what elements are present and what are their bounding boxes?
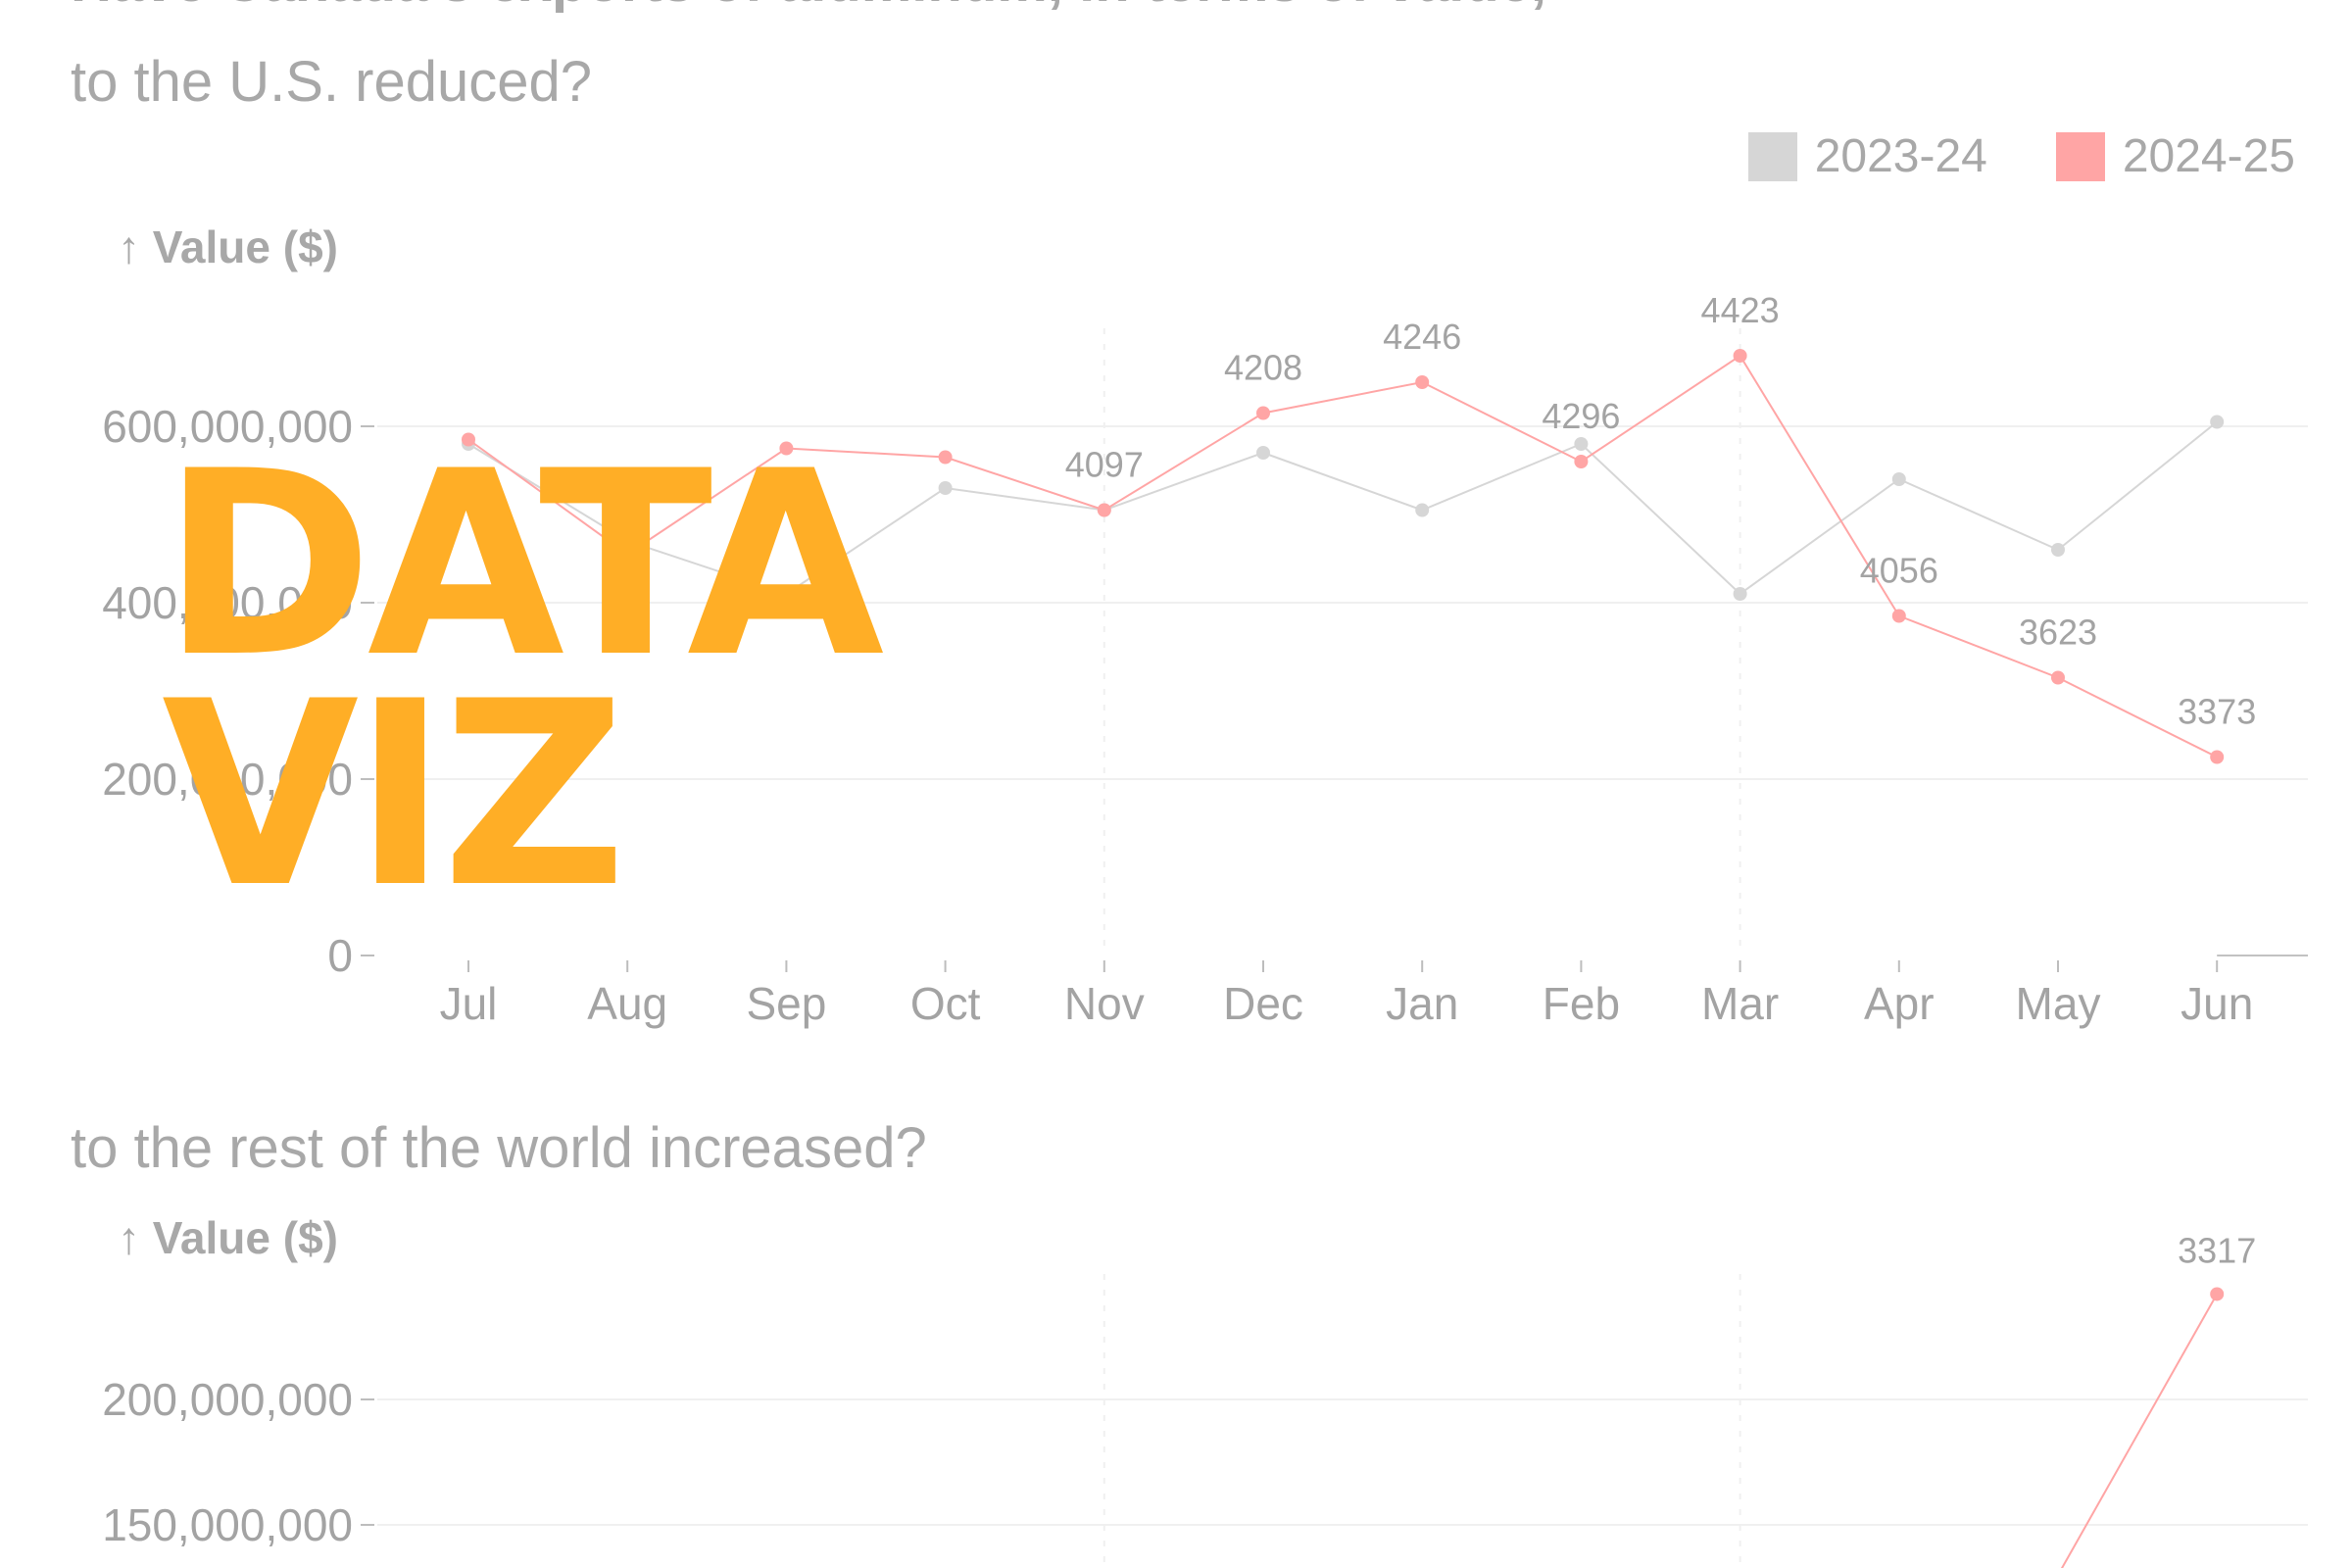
y-axis-label-world: ↑ Value ($) (118, 1212, 338, 1263)
y-tick-label: 600,000,000 (102, 401, 353, 452)
data-point (620, 534, 635, 548)
x-tick-label: Nov (1064, 978, 1145, 1029)
data-point (2051, 670, 2065, 685)
x-tick-label: Apr (1864, 978, 1935, 1029)
data-label: 4097 (1065, 445, 1144, 485)
data-label: 3623 (2019, 612, 2097, 653)
data-point (1415, 503, 1430, 517)
data-label: 4296 (1542, 396, 1620, 436)
x-tick-label: Jan (1386, 978, 1458, 1029)
chart-subtitle-us: to the U.S. reduced? (71, 50, 592, 114)
data-point (2051, 543, 2065, 557)
data-point (1574, 437, 1589, 451)
chart-legend: 2023-24 2024-25 (1747, 129, 2295, 183)
data-point (2210, 750, 2225, 764)
data-point (620, 547, 635, 562)
data-point (779, 587, 794, 601)
watermark-line-2: VIZ (162, 648, 626, 944)
data-point (938, 481, 953, 495)
data-label: 3373 (2178, 692, 2256, 732)
data-label: 4423 (1701, 290, 1780, 330)
legend-swatch-2023-24 (1747, 131, 1797, 181)
data-point (1415, 375, 1430, 389)
data-point (2210, 415, 2225, 429)
y-tick-label: 0 (327, 930, 353, 981)
x-tick-label: Feb (1543, 978, 1620, 1029)
data-point (779, 441, 794, 456)
y-tick-label: 150,000,000 (102, 1499, 353, 1550)
data-point (1256, 406, 1270, 420)
data-point (1891, 609, 1906, 623)
x-tick-label: Mar (1701, 978, 1779, 1029)
x-tick-label: Dec (1223, 978, 1303, 1029)
legend-item-2023-24: 2023-24 (1747, 129, 1987, 183)
watermark-line-1: DATA (162, 417, 884, 713)
data-label: 4208 (1224, 348, 1302, 388)
legend-swatch-2024-25 (2055, 131, 2105, 181)
data-point (2210, 1287, 2225, 1301)
y-tick-label: 200,000,000 (102, 1374, 353, 1425)
data-label: 4246 (1383, 317, 1461, 357)
x-tick-label: Jun (2180, 978, 2253, 1029)
x-tick-label: Aug (587, 978, 667, 1029)
data-point (1733, 587, 1747, 601)
y-tick-label: 400,000,000 (102, 577, 353, 628)
data-point (1733, 349, 1747, 363)
data-point (1097, 503, 1111, 517)
x-tick-label: May (2016, 978, 2101, 1029)
x-tick-label: Jul (440, 978, 498, 1029)
x-tick-label: Oct (910, 978, 981, 1029)
y-tick-label: 200,000,000 (102, 754, 353, 805)
data-point (1574, 455, 1589, 468)
data-point (1256, 446, 1270, 460)
data-viz-watermark: DATA VIZ (162, 438, 884, 923)
data-point (938, 450, 953, 465)
data-point (462, 432, 475, 447)
series-line-world (2060, 1293, 2219, 1568)
data-label: 3317 (2178, 1230, 2256, 1270)
legend-item-2024-25: 2024-25 (2055, 129, 2295, 183)
data-point (1891, 472, 1906, 486)
series-line-2024-25 (467, 354, 2218, 759)
data-label: 4056 (1860, 551, 1938, 591)
y-axis-label-us: ↑ Value ($) (118, 221, 338, 272)
series-line-2023-24 (467, 420, 2218, 596)
x-tick-label: Sep (746, 978, 826, 1029)
legend-label-2023-24: 2023-24 (1814, 130, 1987, 182)
chart-subtitle-world: to the rest of the world increased? (71, 1116, 927, 1180)
chart-title: Have Canada's exports of aluminum, in te… (71, 0, 1546, 15)
legend-label-2024-25: 2024-25 (2122, 130, 2295, 182)
